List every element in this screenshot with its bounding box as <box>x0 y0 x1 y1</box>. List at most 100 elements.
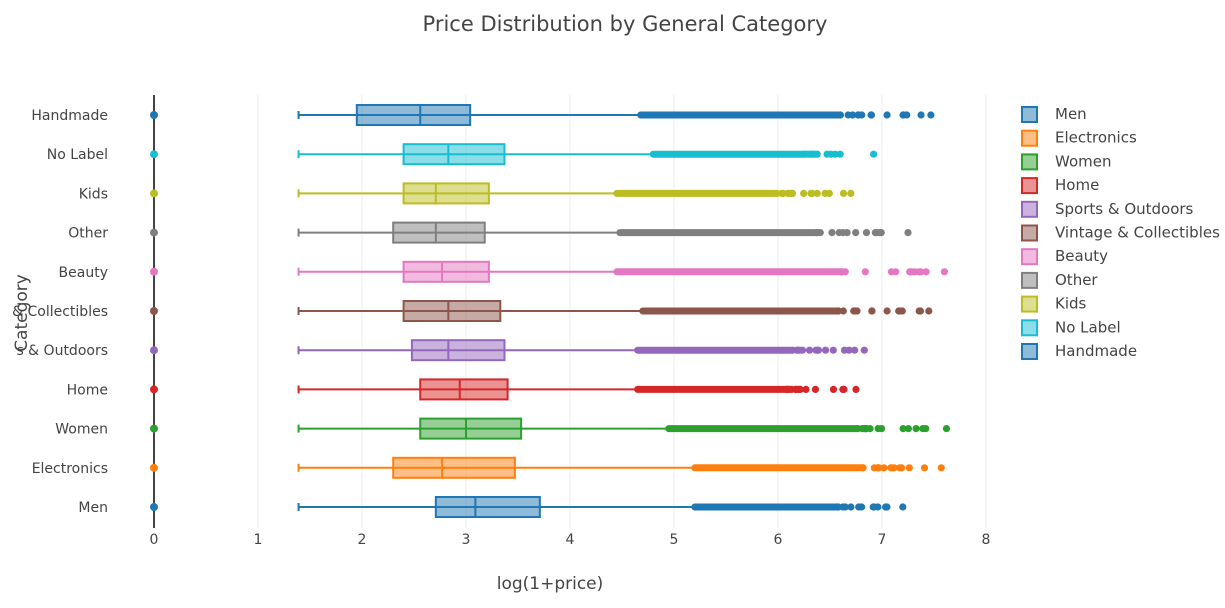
box-iqr <box>402 260 490 283</box>
outlier-point <box>789 346 797 354</box>
outlier-point <box>899 503 907 511</box>
box-men <box>150 496 907 518</box>
zero-point <box>150 267 158 276</box>
outlier-point <box>858 464 867 472</box>
outlier-point <box>940 268 949 276</box>
box-iqr <box>402 182 490 205</box>
y-tick-label: Other <box>68 226 108 242</box>
y-tick-label: & Collectibles <box>12 304 108 320</box>
outlier-point <box>834 503 842 511</box>
box-iqr <box>392 456 516 479</box>
x-axis-label: log(1+price) <box>496 574 604 594</box>
y-tick-label: Electronics <box>32 461 108 477</box>
x-tick-label: 5 <box>670 532 679 548</box>
outlier-point <box>905 464 913 472</box>
outlier-point <box>870 150 878 158</box>
box-iqr <box>355 104 472 126</box>
outlier-point <box>861 268 869 276</box>
outlier-point <box>904 229 912 237</box>
outlier-point <box>942 425 951 433</box>
outlier-point <box>887 464 895 472</box>
outlier-point <box>897 464 906 472</box>
outlier-point <box>881 503 890 511</box>
zero-point <box>150 385 158 394</box>
outlier-point <box>841 503 849 511</box>
box-iqr <box>419 378 509 401</box>
y-axis-label: Category <box>12 274 32 352</box>
y-tick-label: Home <box>67 382 108 398</box>
outlier-point <box>825 189 833 197</box>
outlier-point <box>904 425 913 433</box>
box-beauty <box>150 260 949 283</box>
outlier-point <box>847 503 855 511</box>
legend-swatch <box>1021 319 1038 337</box>
outlier-point <box>851 346 859 354</box>
x-tick-label: 7 <box>878 532 887 548</box>
outlier-point <box>778 189 786 197</box>
outlier-point <box>847 189 855 197</box>
outlier-point <box>821 346 830 354</box>
outlier-point <box>828 229 836 237</box>
outlier-point <box>920 464 929 472</box>
outlier-point <box>899 111 908 119</box>
x-tick-label: 2 <box>358 532 367 548</box>
outlier-point <box>922 268 930 276</box>
x-tick-label: 8 <box>982 532 991 548</box>
outlier-point <box>873 464 881 472</box>
zero-point <box>150 150 158 159</box>
outlier-point <box>829 385 838 393</box>
legend-swatch <box>1021 343 1038 360</box>
outlier-point <box>892 268 900 276</box>
y-tick-label: Beauty <box>59 265 108 281</box>
zero-point <box>150 111 158 119</box>
outlier-point <box>862 229 871 237</box>
outlier-point <box>839 307 847 315</box>
outlier-point <box>855 503 863 511</box>
outlier-point <box>835 229 843 237</box>
outlier-point <box>860 346 868 354</box>
legend-label: Other <box>1055 271 1098 289</box>
legend-label: Handmade <box>1055 342 1137 360</box>
outlier-point <box>840 346 849 354</box>
outlier-point <box>854 425 862 433</box>
outlier-point <box>852 229 860 237</box>
box-iqr <box>392 221 486 244</box>
box-iqr <box>402 143 506 166</box>
zero-point <box>150 424 158 433</box>
zero-point <box>150 463 158 472</box>
legend-swatch <box>1021 200 1038 218</box>
y-tick-label: Handmade <box>31 108 108 124</box>
outlier-point <box>927 111 935 119</box>
box-kids <box>150 182 855 205</box>
legend-label: Men <box>1055 105 1087 123</box>
box-iqr <box>402 300 502 322</box>
legend-label: Home <box>1055 176 1099 194</box>
box-sports-outdoors <box>150 339 868 362</box>
outlier-point <box>911 268 919 276</box>
legend-label: No Label <box>1055 318 1121 336</box>
outlier-point <box>805 346 814 354</box>
y-tick-label: s & Outdoors <box>16 343 108 359</box>
box-iqr <box>434 496 541 518</box>
outlier-point <box>937 464 945 472</box>
legend-label: Beauty <box>1055 247 1108 265</box>
zero-point <box>150 228 158 237</box>
outlier-point <box>839 189 848 197</box>
x-tick-label: 3 <box>462 532 471 548</box>
outlier-point <box>834 111 842 119</box>
outlier-point <box>876 229 884 237</box>
legend-swatch <box>1021 271 1038 289</box>
outlier-point <box>849 111 857 119</box>
zero-point <box>150 503 158 511</box>
outlier-point <box>867 111 876 119</box>
legend-label: Sports & Outdoors <box>1055 200 1194 218</box>
outlier-point <box>870 503 878 511</box>
legend-label: Women <box>1055 152 1111 170</box>
x-tick-label: 6 <box>774 532 783 548</box>
outlier-point <box>800 150 808 158</box>
outlier-point <box>794 346 802 354</box>
outlier-point <box>899 425 907 433</box>
outlier-point <box>917 268 925 276</box>
x-tick-label: 1 <box>254 532 263 548</box>
